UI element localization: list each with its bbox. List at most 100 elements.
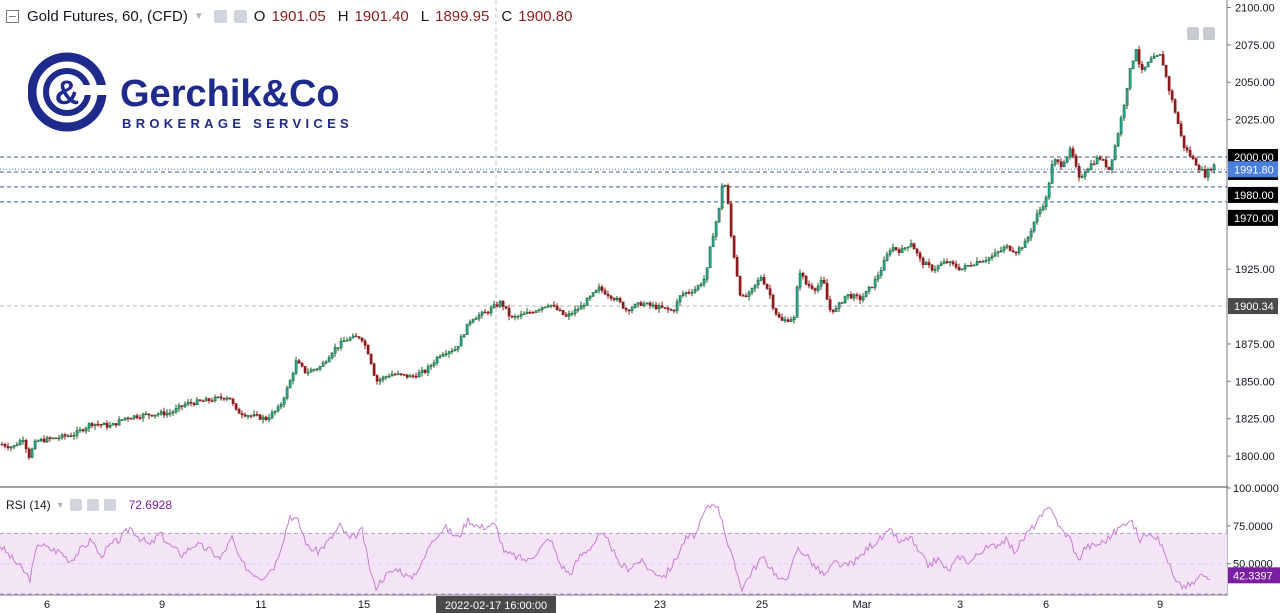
candle-body — [1065, 156, 1069, 163]
candle-body — [1134, 49, 1138, 62]
candle-body — [570, 313, 574, 315]
eye-icon[interactable] — [213, 10, 227, 23]
candle-body — [882, 260, 886, 271]
candle-body — [63, 434, 67, 437]
candle-body — [1041, 206, 1045, 210]
candle-body — [723, 185, 727, 187]
candle-body — [141, 413, 145, 419]
candle-body — [186, 402, 190, 405]
time-axis[interactable]: 6 9 11 15 23 25 Mar 3 6 9 2022-02-17 16:00:00 — [44, 596, 1163, 613]
candle-body — [420, 369, 424, 373]
candle-body — [129, 418, 133, 420]
candle-body — [756, 280, 760, 286]
candle-body — [654, 304, 658, 310]
candle-body — [105, 422, 109, 428]
candle-body — [405, 374, 409, 378]
candle-body — [381, 376, 385, 380]
candle-body — [1089, 163, 1093, 170]
candle-body — [18, 440, 22, 446]
candle-body — [579, 305, 583, 310]
candle-body — [939, 263, 943, 266]
eye-icon[interactable] — [69, 499, 82, 511]
time-tick-label: 11 — [255, 599, 266, 611]
candle-body — [1137, 49, 1141, 65]
scroll-arrows[interactable] — [1187, 27, 1215, 40]
candle-body — [288, 380, 292, 389]
candle-body — [171, 411, 175, 414]
candle-body — [450, 350, 454, 353]
candle-body — [477, 314, 481, 319]
candle-body — [735, 257, 739, 277]
candle-body — [3, 444, 7, 447]
candle-body — [1152, 55, 1156, 59]
settings-icon[interactable] — [86, 499, 99, 511]
candle-body — [297, 360, 301, 364]
candle-body — [948, 261, 952, 263]
candle-body — [261, 416, 265, 420]
svg-text:&: & — [55, 74, 80, 112]
arrow-down-icon[interactable] — [1203, 27, 1215, 40]
candle-body — [522, 313, 526, 315]
candle-body — [489, 307, 493, 314]
candle-body — [189, 402, 193, 404]
candle-body — [228, 397, 232, 400]
candle-body — [75, 430, 79, 436]
price-axis[interactable]: 2100.00 2075.00 2050.00 2025.00 1925.00 1875.… — [1227, 0, 1280, 613]
candle-body — [981, 260, 985, 263]
candle-body — [327, 357, 331, 363]
low-value: 1899.95 — [435, 8, 490, 25]
candle-body — [303, 366, 307, 373]
candle-body — [825, 282, 829, 300]
candle-body — [1158, 54, 1162, 56]
candle-body — [90, 423, 94, 426]
candle-body — [471, 319, 475, 323]
candle-body — [285, 387, 289, 399]
candle-body — [1116, 133, 1120, 147]
candle-body — [1086, 168, 1090, 173]
price-tick-label: 2100.00 — [1235, 2, 1275, 14]
candle-body — [6, 446, 10, 449]
candle-body — [387, 375, 391, 378]
rsi-line — [0, 504, 1211, 593]
candle-body — [561, 310, 565, 315]
current-price-label: 1991.80 — [1234, 164, 1274, 176]
candle-body — [912, 243, 916, 250]
candle-body — [66, 435, 70, 437]
crosshair-time-bg — [436, 596, 556, 613]
candle-body — [483, 311, 487, 314]
chevron-down-icon[interactable]: ▼ — [55, 500, 65, 510]
candle-body — [366, 345, 370, 355]
candle-body — [444, 353, 448, 356]
candle-body — [357, 336, 361, 339]
candle-body — [861, 296, 865, 301]
candle-body — [1161, 54, 1165, 66]
candle-body — [231, 398, 235, 404]
symbol-title[interactable]: Gold Futures, 60, (CFD) — [27, 8, 188, 25]
candle-body — [642, 303, 646, 306]
candle-body — [417, 372, 421, 378]
candle-body — [474, 318, 478, 320]
candle-body — [1005, 245, 1009, 248]
candle-body — [1212, 164, 1216, 171]
rsi-title[interactable]: RSI (14) — [6, 498, 51, 512]
candle-body — [693, 289, 697, 293]
candle-body — [996, 251, 1000, 254]
close-key: C — [501, 8, 513, 25]
candle-body — [720, 185, 724, 209]
candle-body — [1059, 161, 1063, 168]
candle-body — [312, 369, 316, 371]
settings-icon[interactable] — [233, 10, 247, 23]
candle-body — [537, 309, 541, 311]
candle-body — [282, 397, 286, 405]
arrow-up-icon[interactable] — [1187, 27, 1199, 40]
collapse-icon[interactable] — [6, 10, 19, 23]
candle-body — [429, 365, 433, 367]
close-icon[interactable] — [103, 499, 116, 511]
horizontal-levels — [0, 156, 1227, 203]
candle-body — [99, 424, 103, 426]
price-tick-label: 1875.00 — [1235, 339, 1275, 351]
candle-body — [990, 255, 994, 258]
chevron-down-icon[interactable]: ▼ — [193, 11, 204, 22]
candle-body — [60, 434, 64, 439]
